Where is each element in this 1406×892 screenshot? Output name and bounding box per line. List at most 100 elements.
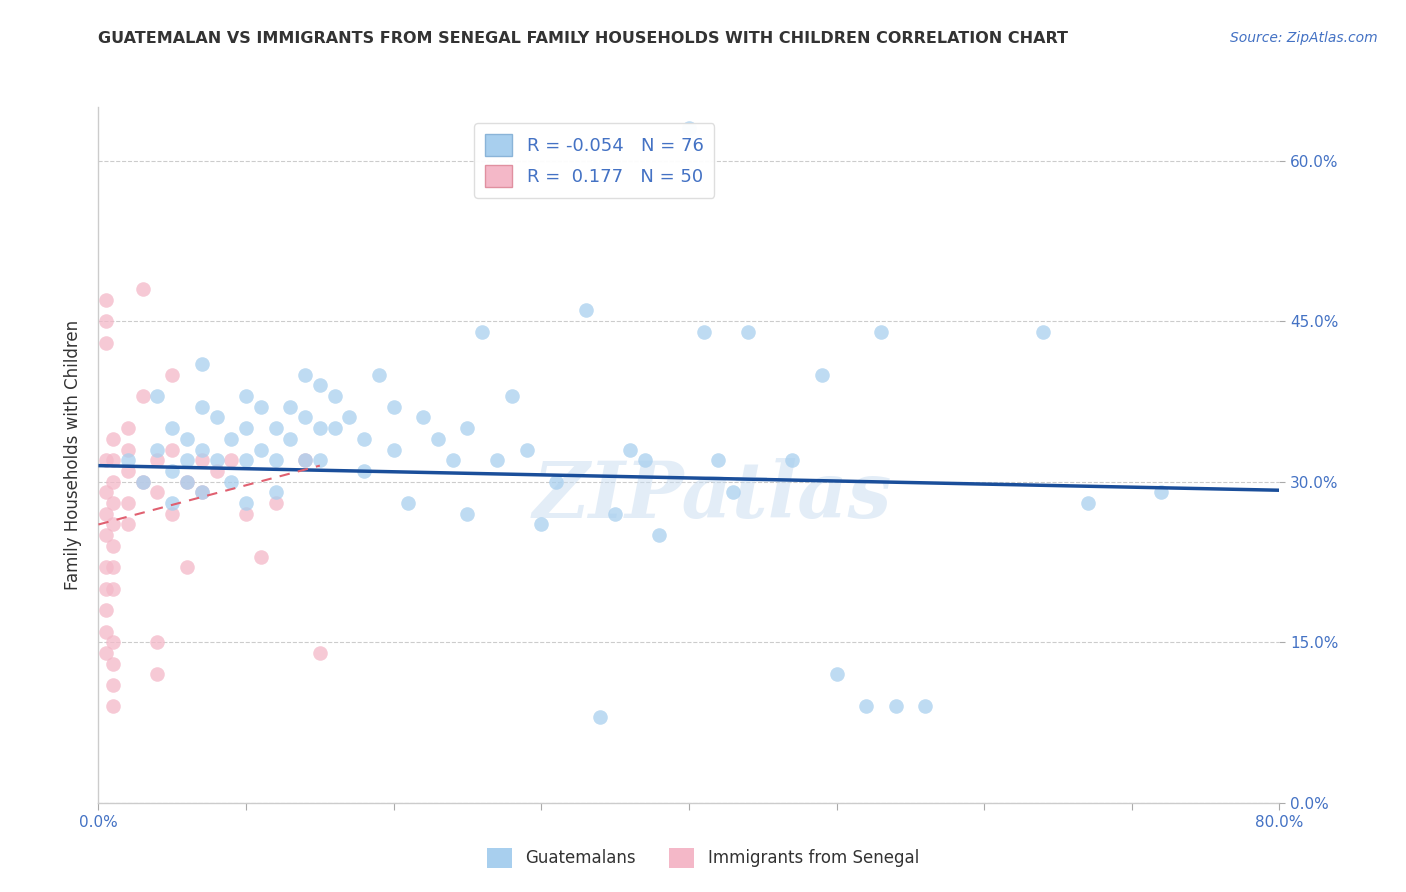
Point bbox=[117, 442, 139, 457]
Point bbox=[323, 389, 346, 403]
Point bbox=[250, 442, 273, 457]
Text: GUATEMALAN VS IMMIGRANTS FROM SENEGAL FAMILY HOUSEHOLDS WITH CHILDREN CORRELATIO: GUATEMALAN VS IMMIGRANTS FROM SENEGAL FA… bbox=[98, 31, 1069, 46]
Point bbox=[530, 517, 553, 532]
Text: Source: ZipAtlas.com: Source: ZipAtlas.com bbox=[1230, 31, 1378, 45]
Point bbox=[191, 485, 214, 500]
Point bbox=[382, 442, 405, 457]
Point bbox=[94, 603, 117, 617]
Point bbox=[486, 453, 509, 467]
Point bbox=[162, 464, 183, 478]
Point bbox=[103, 657, 125, 671]
Point bbox=[309, 378, 332, 392]
Point bbox=[353, 464, 375, 478]
Point bbox=[309, 421, 332, 435]
Point bbox=[693, 325, 716, 339]
Point bbox=[456, 421, 478, 435]
Point bbox=[323, 421, 346, 435]
Point bbox=[94, 293, 117, 307]
Point bbox=[723, 485, 745, 500]
Point bbox=[235, 453, 257, 467]
Point bbox=[94, 560, 117, 574]
Point bbox=[103, 678, 125, 692]
Point bbox=[309, 453, 332, 467]
Point bbox=[810, 368, 832, 382]
Point bbox=[855, 699, 877, 714]
Point bbox=[278, 400, 302, 414]
Point bbox=[103, 539, 125, 553]
Point bbox=[103, 475, 125, 489]
Point bbox=[471, 325, 494, 339]
Point bbox=[103, 496, 125, 510]
Point bbox=[782, 453, 804, 467]
Point bbox=[103, 517, 125, 532]
Point bbox=[103, 560, 125, 574]
Point bbox=[103, 635, 125, 649]
Point bbox=[94, 582, 117, 596]
Point bbox=[250, 400, 273, 414]
Point bbox=[294, 368, 316, 382]
Point bbox=[191, 453, 214, 467]
Point bbox=[103, 453, 125, 467]
Point bbox=[146, 453, 169, 467]
Point bbox=[191, 442, 214, 457]
Point bbox=[427, 432, 450, 446]
Point bbox=[294, 410, 316, 425]
Point bbox=[132, 475, 155, 489]
Point bbox=[162, 421, 183, 435]
Point bbox=[546, 475, 568, 489]
Point bbox=[589, 710, 612, 724]
Point bbox=[278, 432, 302, 446]
Point bbox=[176, 432, 198, 446]
Point bbox=[235, 389, 257, 403]
Point bbox=[264, 496, 287, 510]
Point bbox=[456, 507, 478, 521]
Point bbox=[94, 314, 117, 328]
Point bbox=[219, 475, 242, 489]
Point bbox=[94, 453, 117, 467]
Point bbox=[94, 646, 117, 660]
Point bbox=[176, 475, 198, 489]
Point bbox=[94, 485, 117, 500]
Point bbox=[94, 624, 117, 639]
Point bbox=[205, 464, 228, 478]
Point bbox=[501, 389, 523, 403]
Legend: Guatemalans, Immigrants from Senegal: Guatemalans, Immigrants from Senegal bbox=[481, 841, 925, 875]
Point bbox=[382, 400, 405, 414]
Point bbox=[117, 496, 139, 510]
Point bbox=[132, 389, 155, 403]
Point bbox=[309, 646, 332, 660]
Point bbox=[368, 368, 391, 382]
Point bbox=[94, 528, 117, 542]
Point bbox=[162, 442, 183, 457]
Point bbox=[103, 699, 125, 714]
Point bbox=[633, 453, 655, 467]
Point bbox=[103, 582, 125, 596]
Point bbox=[205, 410, 228, 425]
Point bbox=[146, 485, 169, 500]
Point bbox=[264, 485, 287, 500]
Y-axis label: Family Households with Children: Family Households with Children bbox=[65, 320, 83, 590]
Point bbox=[264, 421, 287, 435]
Point bbox=[1150, 485, 1173, 500]
Point bbox=[678, 121, 700, 136]
Point bbox=[412, 410, 434, 425]
Point bbox=[914, 699, 936, 714]
Point bbox=[737, 325, 759, 339]
Point bbox=[146, 442, 169, 457]
Point bbox=[339, 410, 360, 425]
Point bbox=[191, 357, 214, 371]
Point bbox=[250, 549, 273, 564]
Point bbox=[869, 325, 891, 339]
Point bbox=[619, 442, 641, 457]
Point bbox=[162, 368, 183, 382]
Point bbox=[94, 335, 117, 350]
Point bbox=[103, 432, 125, 446]
Point bbox=[162, 507, 183, 521]
Point bbox=[176, 475, 198, 489]
Point bbox=[162, 496, 183, 510]
Point bbox=[176, 560, 198, 574]
Point bbox=[117, 517, 139, 532]
Point bbox=[396, 496, 419, 510]
Point bbox=[1032, 325, 1054, 339]
Point bbox=[294, 453, 316, 467]
